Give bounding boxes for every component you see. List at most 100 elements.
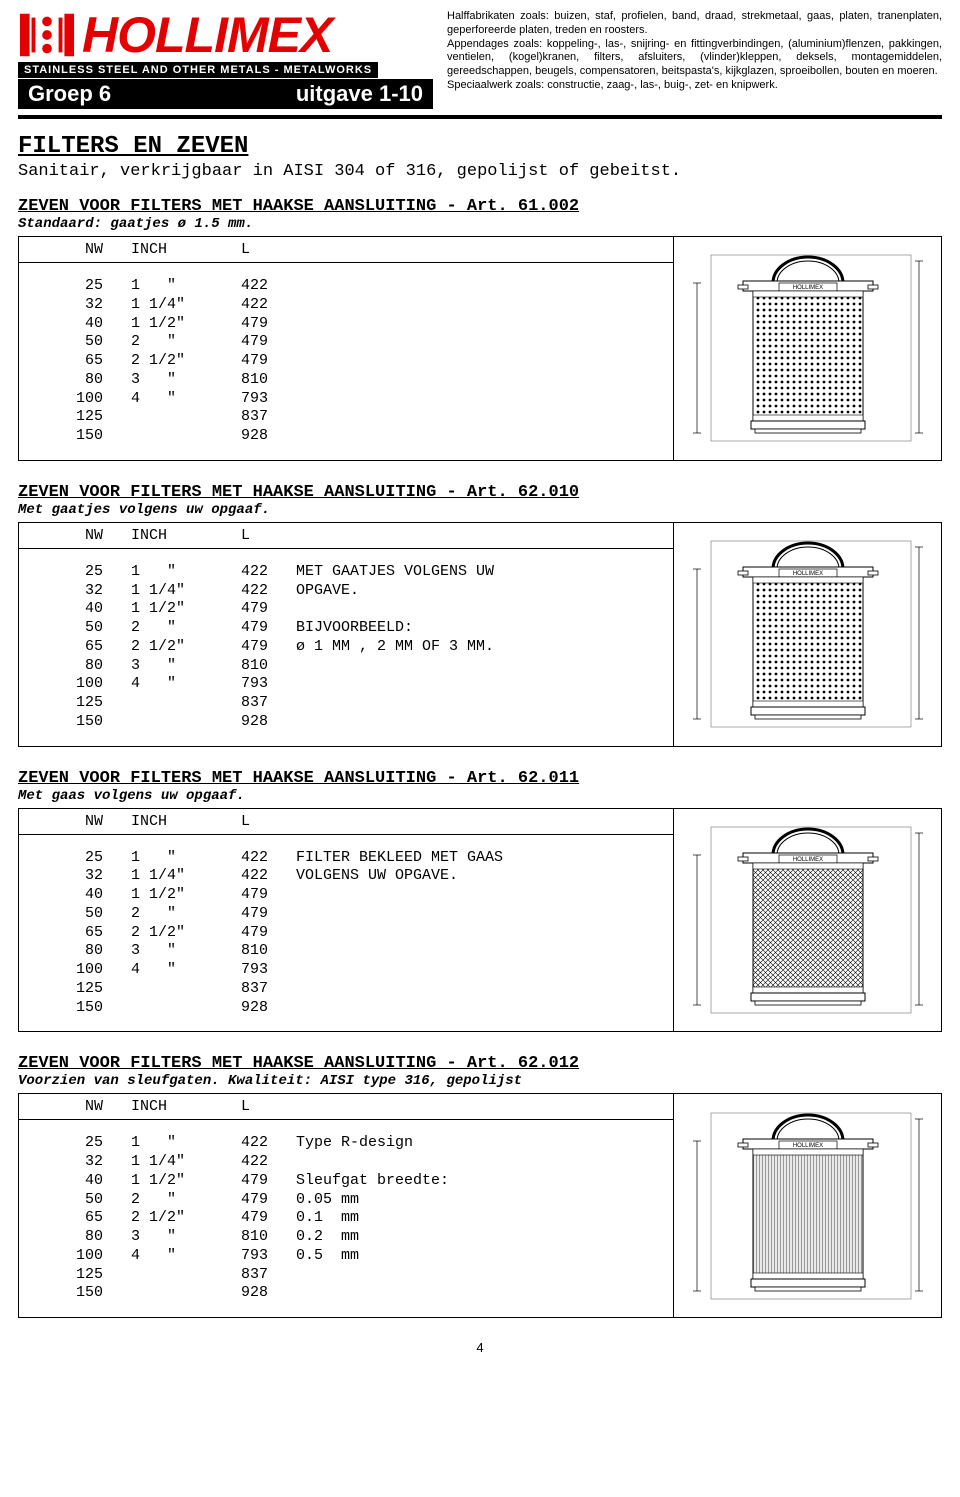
table-row: 1004 "793 <box>31 961 268 980</box>
cell-inch <box>131 1284 241 1303</box>
cell-inch <box>131 999 241 1018</box>
header-description: Halffabrikaten zoals: buizen, staf, prof… <box>447 10 942 93</box>
section-subtitle: Voorzien van sleufgaten. Kwaliteit: AISI… <box>18 1073 942 1089</box>
table-row: 803 "810 <box>31 371 268 390</box>
hollimex-logo-icon <box>18 11 76 59</box>
cell-inch <box>131 408 241 427</box>
svg-text:HOLLIMEX: HOLLIMEX <box>792 1143 822 1149</box>
cell-nw: 32 <box>31 867 131 886</box>
col-nw: NW <box>31 1098 131 1115</box>
cell-nw: 25 <box>31 1134 131 1153</box>
col-nw: NW <box>31 241 131 258</box>
cell-l: 928 <box>241 427 268 446</box>
cell-inch: 1 1/2" <box>131 315 241 334</box>
table-header: NWINCHL <box>19 809 673 835</box>
table-row: 125837 <box>31 694 268 713</box>
cell-l: 422 <box>241 1153 268 1172</box>
cell-nw: 125 <box>31 980 131 999</box>
cell-l: 837 <box>241 408 268 427</box>
cell-nw: 100 <box>31 390 131 409</box>
page-title: FILTERS EN ZEVEN <box>18 133 942 160</box>
col-l: L <box>241 241 661 258</box>
cell-l: 479 <box>241 600 268 619</box>
data-table: NWINCHL251 "422321 1/4"422401 1/2"479502… <box>18 1093 942 1318</box>
cell-inch: 1 " <box>131 277 241 296</box>
cell-l: 837 <box>241 980 268 999</box>
page-subtitle: Sanitair, verkrijgbaar in AISI 304 of 31… <box>18 162 942 181</box>
cell-l: 793 <box>241 675 268 694</box>
desc-line-1: Halffabrikaten zoals: buizen, staf, prof… <box>447 10 942 38</box>
cell-l: 422 <box>241 277 268 296</box>
cell-l: 479 <box>241 1172 268 1191</box>
cell-nw: 25 <box>31 563 131 582</box>
cell-inch: 1 1/2" <box>131 600 241 619</box>
table-row: 502 "479 <box>31 619 268 638</box>
cell-nw: 50 <box>31 1191 131 1210</box>
cell-nw: 25 <box>31 849 131 868</box>
cell-nw: 32 <box>31 1153 131 1172</box>
table-row: 150928 <box>31 1284 268 1303</box>
cell-nw: 65 <box>31 638 131 657</box>
cell-inch <box>131 1266 241 1285</box>
cell-l: 810 <box>241 1228 268 1247</box>
cell-inch: 1 " <box>131 563 241 582</box>
cell-l: 479 <box>241 619 268 638</box>
cell-nw: 40 <box>31 600 131 619</box>
cell-nw: 150 <box>31 999 131 1018</box>
table-row: 803 "810 <box>31 657 268 676</box>
cell-nw: 150 <box>31 713 131 732</box>
cell-l: 479 <box>241 638 268 657</box>
cell-nw: 100 <box>31 1247 131 1266</box>
table-row: 251 "422 <box>31 277 268 296</box>
table-header: NWINCHL <box>19 237 673 263</box>
cell-l: 793 <box>241 1247 268 1266</box>
table-row: 251 "422 <box>31 1134 268 1153</box>
table-row: 652 1/2"479 <box>31 352 268 371</box>
cell-inch: 2 1/2" <box>131 638 241 657</box>
col-inch: INCH <box>131 241 241 258</box>
cell-inch: 2 " <box>131 905 241 924</box>
filter-diagram-icon: HOLLIMEX <box>683 825 933 1015</box>
cell-inch: 4 " <box>131 390 241 409</box>
cell-nw: 80 <box>31 371 131 390</box>
cell-inch: 1 1/4" <box>131 296 241 315</box>
cell-nw: 50 <box>31 905 131 924</box>
data-table: NWINCHL251 "422321 1/4"422401 1/2"479502… <box>18 236 942 461</box>
col-inch: INCH <box>131 813 241 830</box>
cell-nw: 32 <box>31 582 131 601</box>
cell-inch: 3 " <box>131 942 241 961</box>
header-rule <box>18 115 942 119</box>
cell-inch <box>131 694 241 713</box>
cell-nw: 80 <box>31 942 131 961</box>
cell-l: 422 <box>241 849 268 868</box>
cell-inch: 1 " <box>131 1134 241 1153</box>
table-notes: FILTER BEKLEED MET GAAS VOLGENS UW OPGAV… <box>268 849 503 1018</box>
desc-line-3: Speciaalwerk zoals: constructie, zaag-, … <box>447 79 942 93</box>
cell-inch <box>131 427 241 446</box>
cell-nw: 40 <box>31 886 131 905</box>
cell-l: 810 <box>241 942 268 961</box>
cell-nw: 100 <box>31 675 131 694</box>
section-subtitle: Met gaas volgens uw opgaaf. <box>18 788 942 804</box>
cell-inch: 2 1/2" <box>131 924 241 943</box>
cell-l: 422 <box>241 1134 268 1153</box>
diagram-cell: HOLLIMEX <box>674 236 942 461</box>
table-row: 401 1/2"479 <box>31 315 268 334</box>
cell-l: 837 <box>241 694 268 713</box>
section-title: ZEVEN VOOR FILTERS MET HAAKSE AANSLUITIN… <box>18 197 942 216</box>
cell-l: 793 <box>241 390 268 409</box>
section-subtitle: Met gaatjes volgens uw opgaaf. <box>18 502 942 518</box>
cell-l: 479 <box>241 315 268 334</box>
cell-nw: 80 <box>31 657 131 676</box>
cell-l: 479 <box>241 333 268 352</box>
cell-inch: 1 1/4" <box>131 867 241 886</box>
desc-line-2: Appendages zoals: koppeling-, las-, snij… <box>447 38 942 79</box>
cell-nw: 65 <box>31 352 131 371</box>
header: HOLLIMEX STAINLESS STEEL AND OTHER METAL… <box>18 10 942 109</box>
group-label: Groep 6 <box>28 81 111 107</box>
cell-inch: 1 1/2" <box>131 1172 241 1191</box>
cell-nw: 50 <box>31 333 131 352</box>
col-l: L <box>241 527 661 544</box>
filter-diagram-icon: HOLLIMEX <box>683 539 933 729</box>
logo-bar: Groep 6 uitgave 1-10 <box>18 79 433 109</box>
